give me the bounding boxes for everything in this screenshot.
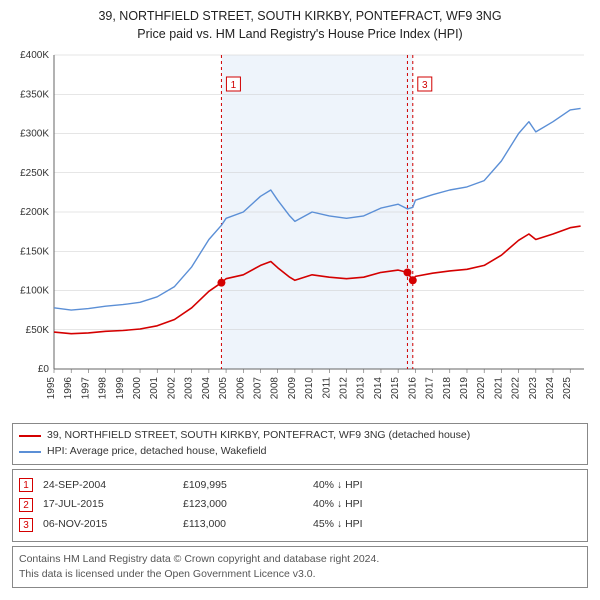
transaction-marker-icon: 1: [19, 478, 33, 492]
svg-text:3: 3: [422, 80, 428, 91]
svg-text:1998: 1998: [98, 377, 109, 400]
transaction-marker-icon: 2: [19, 498, 33, 512]
svg-text:1996: 1996: [63, 377, 74, 400]
svg-text:2013: 2013: [356, 377, 367, 400]
footnote-line1: Contains HM Land Registry data © Crown c…: [19, 552, 581, 567]
svg-text:2009: 2009: [287, 377, 298, 400]
chart-title-address: 39, NORTHFIELD STREET, SOUTH KIRKBY, PON…: [8, 8, 592, 26]
transaction-row: 3 06-NOV-2015 £113,000 45% ↓ HPI: [19, 515, 581, 535]
svg-text:£350K: £350K: [20, 89, 49, 100]
svg-text:1995: 1995: [46, 377, 57, 400]
transaction-price: £113,000: [183, 515, 303, 535]
legend-label-hpi: HPI: Average price, detached house, Wake…: [47, 444, 266, 460]
svg-text:2008: 2008: [270, 377, 281, 400]
svg-text:2020: 2020: [476, 377, 487, 400]
svg-text:2006: 2006: [235, 377, 246, 400]
chart-title-block: 39, NORTHFIELD STREET, SOUTH KIRKBY, PON…: [8, 8, 592, 43]
transaction-date: 06-NOV-2015: [43, 515, 173, 535]
svg-text:2014: 2014: [373, 377, 384, 400]
svg-text:£100K: £100K: [20, 286, 49, 297]
legend-label-property: 39, NORTHFIELD STREET, SOUTH KIRKBY, PON…: [47, 428, 470, 444]
svg-text:2016: 2016: [407, 377, 418, 400]
svg-text:2017: 2017: [425, 377, 436, 400]
svg-text:2001: 2001: [149, 377, 160, 400]
svg-text:£150K: £150K: [20, 246, 49, 257]
svg-text:2024: 2024: [545, 377, 556, 400]
svg-text:2000: 2000: [132, 377, 143, 400]
svg-text:2002: 2002: [166, 377, 177, 400]
legend-swatch-property: [19, 435, 41, 437]
svg-text:2021: 2021: [493, 377, 504, 400]
legend-item-hpi: HPI: Average price, detached house, Wake…: [19, 444, 581, 460]
svg-text:£0: £0: [38, 364, 50, 375]
svg-text:2003: 2003: [184, 377, 195, 400]
legend-swatch-hpi: [19, 451, 41, 453]
transaction-row: 2 17-JUL-2015 £123,000 40% ↓ HPI: [19, 495, 581, 515]
svg-text:2025: 2025: [562, 377, 573, 400]
transaction-row: 1 24-SEP-2004 £109,995 40% ↓ HPI: [19, 476, 581, 496]
transaction-delta: 40% ↓ HPI: [313, 495, 433, 515]
svg-text:2005: 2005: [218, 377, 229, 400]
transaction-date: 24-SEP-2004: [43, 476, 173, 496]
svg-text:2011: 2011: [321, 377, 332, 399]
svg-text:2019: 2019: [459, 377, 470, 400]
svg-text:2015: 2015: [390, 377, 401, 400]
legend: 39, NORTHFIELD STREET, SOUTH KIRKBY, PON…: [12, 423, 588, 465]
svg-text:2007: 2007: [252, 377, 263, 400]
svg-text:£250K: £250K: [20, 168, 49, 179]
price-chart: £0 £50K £100K £150K £200K £250K £300K £350K £400…: [8, 47, 592, 417]
chart-title-sub: Price paid vs. HM Land Registry's House …: [8, 26, 592, 44]
svg-text:2010: 2010: [304, 377, 315, 400]
svg-text:2012: 2012: [339, 377, 350, 400]
footnote: Contains HM Land Registry data © Crown c…: [12, 546, 588, 587]
svg-text:2004: 2004: [201, 377, 212, 400]
svg-text:£400K: £400K: [20, 50, 49, 61]
svg-text:2022: 2022: [511, 377, 522, 400]
svg-text:1999: 1999: [115, 377, 126, 400]
transaction-date: 17-JUL-2015: [43, 495, 173, 515]
svg-text:£200K: £200K: [20, 207, 49, 218]
svg-text:2018: 2018: [442, 377, 453, 400]
transaction-price: £109,995: [183, 476, 303, 496]
transaction-delta: 45% ↓ HPI: [313, 515, 433, 535]
svg-text:£50K: £50K: [26, 325, 50, 336]
transaction-price: £123,000: [183, 495, 303, 515]
svg-text:1: 1: [231, 80, 237, 91]
transaction-delta: 40% ↓ HPI: [313, 476, 433, 496]
price-chart-svg: £0 £50K £100K £150K £200K £250K £300K £350K £400…: [8, 47, 592, 417]
footnote-line2: This data is licensed under the Open Gov…: [19, 567, 581, 582]
transaction-marker-icon: 3: [19, 518, 33, 532]
svg-text:£300K: £300K: [20, 129, 49, 140]
legend-item-property: 39, NORTHFIELD STREET, SOUTH KIRKBY, PON…: [19, 428, 581, 444]
svg-text:1997: 1997: [80, 377, 91, 400]
transactions-table: 1 24-SEP-2004 £109,995 40% ↓ HPI 2 17-JU…: [12, 469, 588, 543]
svg-text:2023: 2023: [528, 377, 539, 400]
